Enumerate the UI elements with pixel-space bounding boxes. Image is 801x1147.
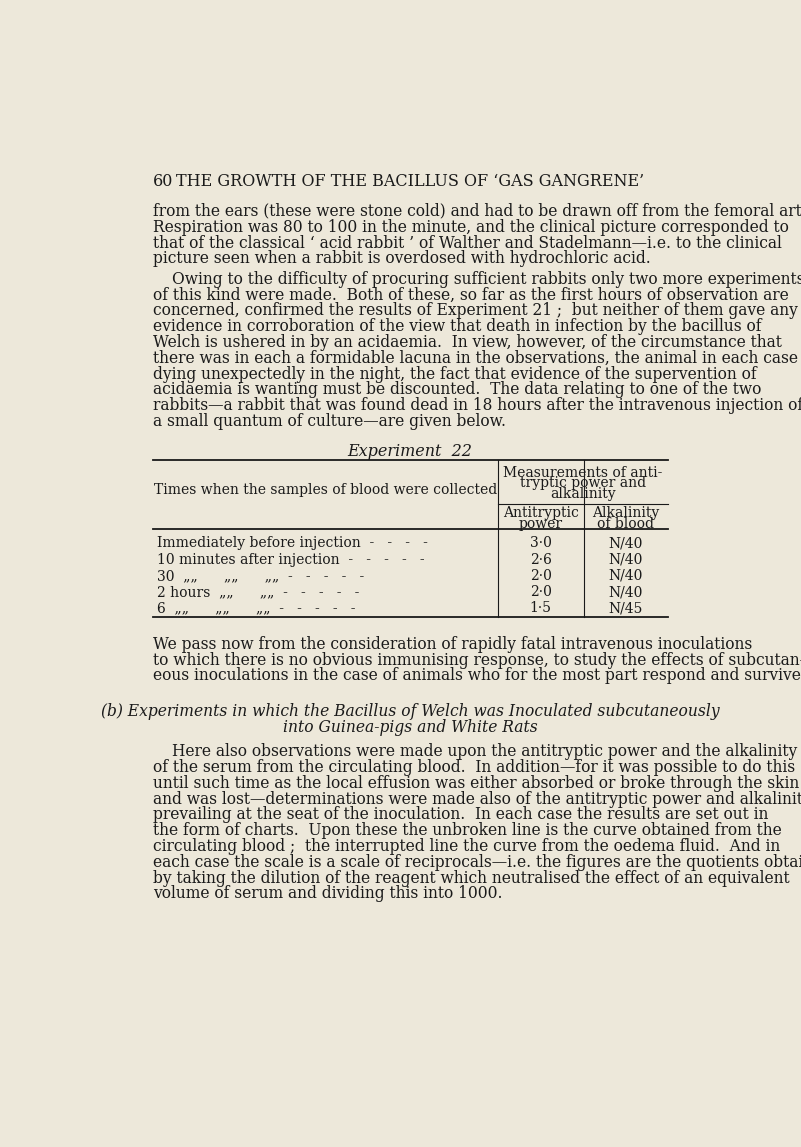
Text: of this kind were made.  Both of these, so far as the first hours of observation: of this kind were made. Both of these, s… <box>153 287 788 304</box>
Text: volume of serum and dividing this into 1000.: volume of serum and dividing this into 1… <box>153 885 502 903</box>
Text: eous inoculations in the case of animals who for the most part respond and survi: eous inoculations in the case of animals… <box>153 668 801 685</box>
Text: N/45: N/45 <box>609 601 643 615</box>
Text: Times when the samples of blood were collected: Times when the samples of blood were col… <box>154 483 497 497</box>
Text: a small quantum of culture—are given below.: a small quantum of culture—are given bel… <box>153 413 505 430</box>
Text: tryptic power and: tryptic power and <box>520 476 646 491</box>
Text: alkalinity: alkalinity <box>550 487 616 501</box>
Text: Here also observations were made upon the antitryptic power and the alkalinity: Here also observations were made upon th… <box>172 743 798 760</box>
Text: 2·0: 2·0 <box>529 569 552 583</box>
Text: until such time as the local effusion was either absorbed or broke through the s: until such time as the local effusion wa… <box>153 775 799 791</box>
Text: Antitryptic: Antitryptic <box>503 507 578 521</box>
Text: N/40: N/40 <box>609 585 643 599</box>
Text: circulating blood ;  the interrupted line the curve from the oedema fluid.  And : circulating blood ; the interrupted line… <box>153 838 780 855</box>
Text: THE GROWTH OF THE BACILLUS OF ‘GAS GANGRENE’: THE GROWTH OF THE BACILLUS OF ‘GAS GANGR… <box>176 173 644 190</box>
Text: rabbits—a rabbit that was found dead in 18 hours after the intravenous injection: rabbits—a rabbit that was found dead in … <box>153 397 801 414</box>
Text: from the ears (these were stone cold) and had to be drawn off from the femoral a: from the ears (these were stone cold) an… <box>153 203 801 220</box>
Text: 1·5: 1·5 <box>529 601 552 615</box>
Text: into Guinea-pigs and White Rats: into Guinea-pigs and White Rats <box>283 719 537 736</box>
Text: 2 hours  „„      „„  -   -   -   -   -: 2 hours „„ „„ - - - - - <box>158 585 360 599</box>
Text: 60: 60 <box>153 173 173 190</box>
Text: Respiration was 80 to 100 in the minute, and the clinical picture corresponded t: Respiration was 80 to 100 in the minute,… <box>153 219 789 236</box>
Text: picture seen when a rabbit is overdosed with hydrochloric acid.: picture seen when a rabbit is overdosed … <box>153 250 650 267</box>
Text: of blood: of blood <box>598 517 654 531</box>
Text: We pass now from the consideration of rapidly fatal intravenous inoculations: We pass now from the consideration of ra… <box>153 635 752 653</box>
Text: 2·0: 2·0 <box>529 585 552 599</box>
Text: that of the classical ‘ acid rabbit ’ of Walther and Stadelmann—i.e. to the clin: that of the classical ‘ acid rabbit ’ of… <box>153 235 782 251</box>
Text: acidaemia is wanting must be discounted.  The data relating to one of the two: acidaemia is wanting must be discounted.… <box>153 381 761 398</box>
Text: 3·0: 3·0 <box>529 537 552 551</box>
Text: Measurements of anti-: Measurements of anti- <box>503 466 662 479</box>
Text: the form of charts.  Upon these the unbroken line is the curve obtained from the: the form of charts. Upon these the unbro… <box>153 822 782 840</box>
Text: by taking the dilution of the reagent which neutralised the effect of an equival: by taking the dilution of the reagent wh… <box>153 869 790 887</box>
Text: concerned, confirmed the results of Experiment 21 ;  but neither of them gave an: concerned, confirmed the results of Expe… <box>153 303 798 319</box>
Text: 2·6: 2·6 <box>529 553 552 567</box>
Text: 10 minutes after injection  -   -   -   -   -: 10 minutes after injection - - - - - <box>158 553 425 567</box>
Text: 30  „„      „„      „„  -   -   -   -   -: 30 „„ „„ „„ - - - - - <box>158 569 364 583</box>
Text: of the serum from the circulating blood.  In addition—for it was possible to do : of the serum from the circulating blood.… <box>153 759 795 777</box>
Text: power: power <box>519 517 563 531</box>
Text: Experiment  22: Experiment 22 <box>348 443 473 460</box>
Text: Owing to the difficulty of procuring sufficient rabbits only two more experiment: Owing to the difficulty of procuring suf… <box>172 271 801 288</box>
Text: N/40: N/40 <box>609 553 643 567</box>
Text: Immediately before injection  -   -   -   -: Immediately before injection - - - - <box>158 537 429 551</box>
Text: Alkalinity: Alkalinity <box>592 507 659 521</box>
Text: to which there is no obvious immunising response, to study the effects of subcut: to which there is no obvious immunising … <box>153 651 801 669</box>
Text: there was in each a formidable lacuna in the observations, the animal in each ca: there was in each a formidable lacuna in… <box>153 350 798 367</box>
Text: N/40: N/40 <box>609 537 643 551</box>
Text: evidence in corroboration of the view that death in infection by the bacillus of: evidence in corroboration of the view th… <box>153 318 761 335</box>
Text: N/40: N/40 <box>609 569 643 583</box>
Text: and was lost—determinations were made also of the antitryptic power and alkalini: and was lost—determinations were made al… <box>153 790 801 807</box>
Text: dying unexpectedly in the night, the fact that evidence of the supervention of: dying unexpectedly in the night, the fac… <box>153 366 756 383</box>
Text: 6  „„      „„      „„  -   -   -   -   -: 6 „„ „„ „„ - - - - - <box>158 601 356 615</box>
Text: prevailing at the seat of the inoculation.  In each case the results are set out: prevailing at the seat of the inoculatio… <box>153 806 768 824</box>
Text: Welch is ushered in by an acidaemia.  In view, however, of the circumstance that: Welch is ushered in by an acidaemia. In … <box>153 334 782 351</box>
Text: (b) Experiments in which the Bacillus of Welch was Inoculated subcutaneously: (b) Experiments in which the Bacillus of… <box>101 703 719 720</box>
Text: each case the scale is a scale of reciprocals—i.e. the figures are the quotients: each case the scale is a scale of recipr… <box>153 853 801 871</box>
